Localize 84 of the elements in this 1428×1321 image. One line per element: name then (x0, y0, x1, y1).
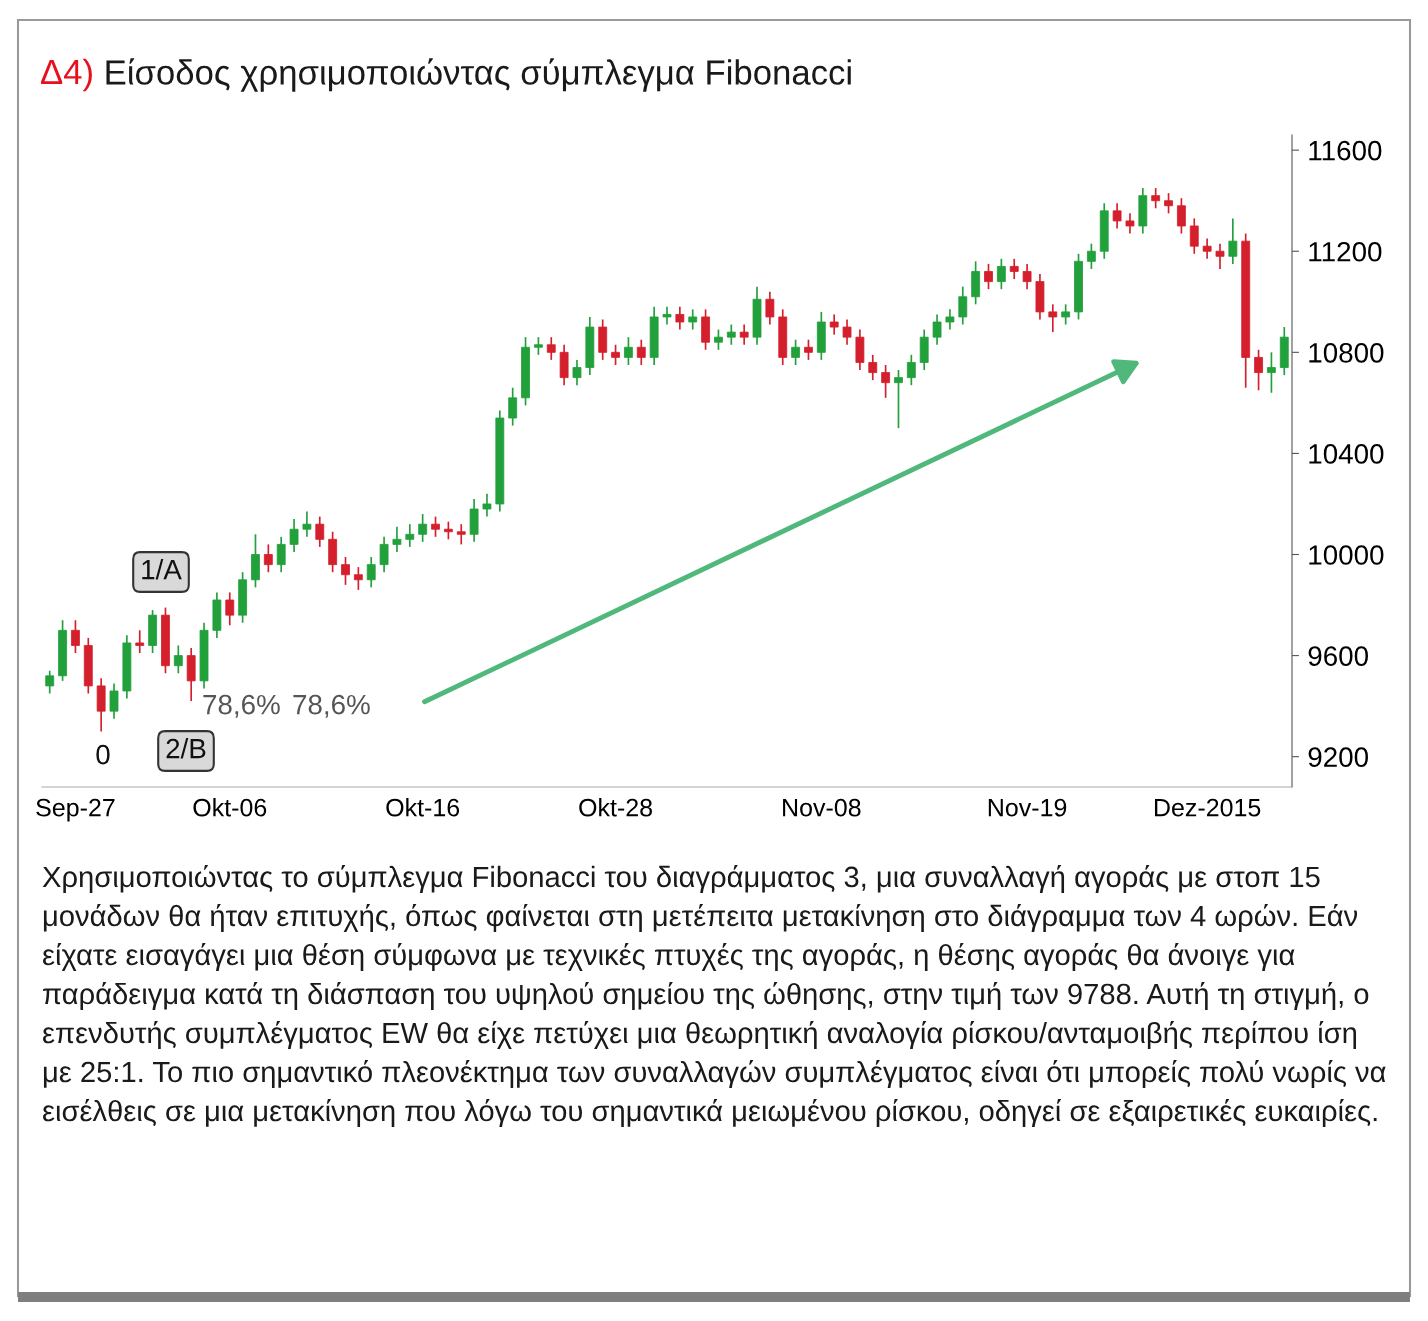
candlestick (611, 343, 620, 366)
candlestick (315, 515, 325, 548)
candlestick (1022, 263, 1032, 290)
candlestick (1061, 303, 1071, 326)
candlestick (662, 306, 672, 326)
candlestick (984, 263, 993, 290)
y-tick-label: 10400 (1309, 444, 1384, 464)
candlestick (765, 290, 775, 326)
candlestick (688, 308, 698, 331)
candlestick (842, 318, 852, 346)
text: Χρησιμοποιώντας το σύμπλεγμα Fibonacci του διαγράμματος 3, μια συναλλαγή αγοράς με στοπ 15 μονάδων θα ήταν επιτυχής, όπως φαίνεται στη μετέπειτα μετακίνηση στο διάγραμμα των 4 ωρών. Εάν είχατε εισαγάγει μια θέση σύμφωνα με τεχνικές πτυχές της αγοράς, η θέσης αγοράς θα άνοιγε για παράδειγμα κατά τη διάσπαση του υψηλού σημείου της ώθησης, στην τιμή των 9788. Αυτή τη στιγμή, ο επενδυτής συμπλέγματος EW θα είχε πετύχει μια θεωρητική αναλογία ρίσκου/ανταμοιβής περίπου ίση με 25:1. Το πιο σημαντικό πλεονέκτημα των συναλλαγών συμπλέγματος είναι ότι μπορείς πολύ νωρίς να εισέλθεις σε μια μετακίνηση που λόγω του σημαντικά μειωμένου ρίσκου, οδηγεί σε εξαιρετικές ευκαιρίες. (42, 865, 1386, 1128)
candlestick (1086, 242, 1096, 270)
x-tick-label: Okt-28 (579, 798, 652, 817)
candlestick (804, 338, 813, 361)
candlestick (109, 682, 119, 720)
candlestick (418, 513, 428, 543)
candlestick (71, 619, 80, 654)
candlestick (405, 523, 415, 548)
annotation: 78,6% (203, 694, 280, 718)
candlestick (1164, 192, 1173, 215)
x-tick-label: Okt-06 (193, 798, 267, 817)
candlestick (379, 535, 389, 574)
candlestick (1112, 202, 1122, 230)
candlestick (714, 328, 723, 351)
y-tick-label: 9600 (1308, 646, 1368, 666)
candlestick (675, 306, 685, 331)
candlestick (366, 556, 376, 589)
candlestick (276, 535, 286, 574)
candlestick (624, 336, 633, 366)
annotation: 78,6% (293, 694, 370, 718)
candlestick (353, 566, 363, 591)
y-tick-label: 11600 (1309, 140, 1382, 161)
candlestick (572, 359, 582, 387)
candlestick (1177, 197, 1186, 235)
x-tick-label: Dez-2015 (1154, 798, 1261, 817)
candlestick (263, 543, 273, 574)
candlestick (1048, 303, 1058, 333)
y-tick-label: 10000 (1309, 545, 1384, 565)
candlestick (881, 364, 891, 399)
candlestick (392, 525, 402, 553)
candlestick (996, 257, 1006, 290)
candlestick (1151, 187, 1161, 210)
candlestick (225, 591, 235, 627)
candlestick (1254, 348, 1263, 392)
candlestick (636, 338, 646, 366)
chart-title: Δ4) Είσοδος χρησιμοποιώντας σύμπλεγμα Fibonacci (41, 58, 851, 92)
candlestick (868, 354, 878, 381)
candlestick (45, 669, 55, 695)
candlestick (829, 313, 839, 336)
y-tick-label: 11200 (1309, 241, 1382, 262)
candlestick (1189, 217, 1199, 255)
candlestick (958, 285, 968, 326)
candlestick (1009, 257, 1019, 280)
candlestick (932, 313, 942, 346)
candlestick (508, 386, 518, 427)
candlestick (1228, 217, 1238, 265)
x-tick-label: Nov-08 (783, 798, 861, 817)
candlestick (289, 518, 299, 553)
annotation: 0 (96, 744, 110, 765)
candlestick (1215, 242, 1225, 270)
x-tick-label: Sep-27 (36, 798, 115, 822)
candlestick (482, 493, 492, 518)
candlestick (431, 515, 440, 538)
x-tick-label: Okt-16 (386, 798, 460, 817)
candlestick (906, 354, 916, 387)
candlestick (726, 323, 736, 346)
candlestick (1267, 351, 1276, 394)
candlestick (945, 308, 955, 331)
annotation: 1/A (142, 559, 182, 580)
candlestick (1125, 212, 1135, 235)
candlestick (546, 336, 556, 361)
candlestick (135, 629, 145, 654)
y-tick-label: 9200 (1308, 747, 1368, 768)
annotation: 2/B (166, 738, 206, 759)
x-tick-label: Nov-19 (988, 798, 1067, 817)
candlestick (173, 644, 183, 675)
y-tick-label: 10800 (1309, 343, 1384, 363)
candlestick (739, 323, 749, 346)
candlestick (456, 523, 466, 546)
candlestick (791, 338, 801, 366)
candlestick (894, 369, 903, 429)
candlestick (302, 510, 312, 538)
candlestick (1202, 237, 1212, 260)
candlestick (341, 556, 350, 586)
